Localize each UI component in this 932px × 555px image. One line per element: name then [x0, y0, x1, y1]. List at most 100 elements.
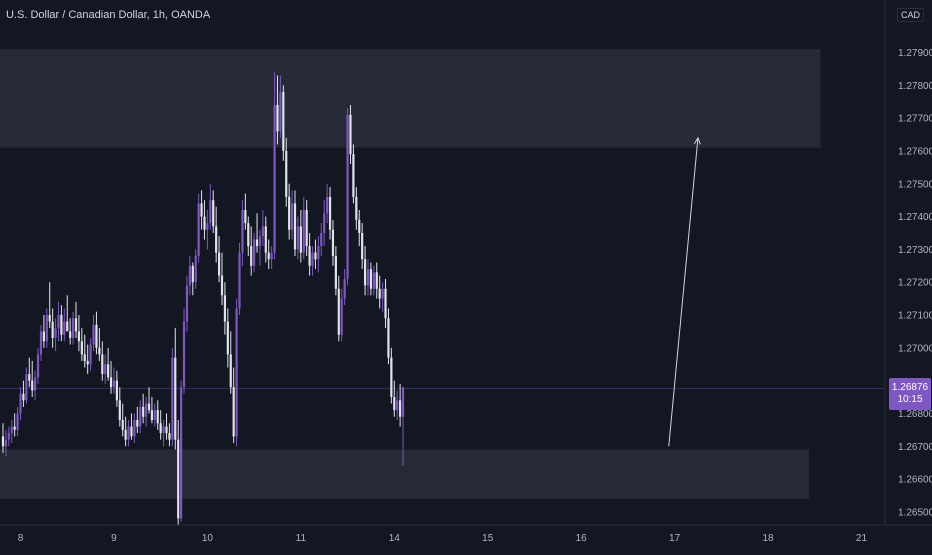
- candle-body: [1, 436, 5, 447]
- candle-body: [323, 213, 326, 233]
- time-tick-label: 14: [389, 533, 401, 544]
- candle-body: [136, 420, 139, 427]
- zones-layer: [0, 49, 821, 499]
- candle-body: [223, 295, 227, 322]
- candle-body: [261, 226, 264, 237]
- candle-body: [276, 105, 279, 132]
- time-axis: 8 9 10 11 14 15 16 17 18 21: [18, 533, 868, 544]
- candle-body: [232, 387, 235, 437]
- price-tick-label: 1.27700: [898, 114, 932, 125]
- price-tick-label: 1.27400: [898, 212, 932, 223]
- candle-body: [112, 380, 116, 388]
- candle-body: [34, 377, 37, 391]
- candle-body: [302, 210, 305, 253]
- price-tick-label: 1.27100: [898, 311, 932, 322]
- candle-body: [144, 403, 148, 417]
- current-price-value: 1.26876: [891, 382, 929, 393]
- candle-body: [118, 400, 121, 420]
- candle-body: [147, 403, 151, 411]
- time-tick-label: 11: [296, 533, 307, 544]
- price-tick-label: 1.26700: [898, 442, 932, 453]
- candle-body: [188, 265, 191, 286]
- zone-rect-1: [0, 449, 809, 499]
- candle-body: [54, 328, 57, 338]
- candle-body: [326, 196, 329, 214]
- candle-body: [80, 341, 83, 355]
- candle-body: [77, 331, 81, 342]
- candle-body: [89, 344, 92, 365]
- candle-body: [340, 298, 343, 335]
- candle-body: [165, 426, 168, 434]
- time-tick-label: 17: [669, 533, 681, 544]
- price-axis: 1.26500 1.26600 1.26700 1.26800 1.27000 1.271…: [898, 48, 932, 518]
- candle-body: [150, 410, 154, 420]
- candle-body: [7, 433, 10, 440]
- candle-body: [337, 288, 340, 335]
- candle-body: [185, 285, 189, 322]
- candle-body: [69, 331, 72, 338]
- candle-body: [133, 420, 136, 437]
- candle-body: [320, 232, 323, 247]
- candle-body: [182, 321, 186, 388]
- candle-body: [264, 226, 267, 253]
- candle-body: [203, 216, 206, 230]
- price-tick-label: 1.27800: [898, 81, 932, 92]
- candle-body: [174, 357, 177, 440]
- candle-body: [308, 246, 311, 266]
- candle-body: [200, 203, 203, 217]
- candle-body: [314, 252, 317, 260]
- candle-body: [39, 331, 43, 355]
- candles-layer: [1, 72, 405, 525]
- candle-body: [206, 223, 209, 230]
- candle-body: [378, 288, 381, 299]
- candle-body: [372, 272, 375, 289]
- price-tick-label: 1.26500: [898, 507, 932, 518]
- candle-body: [369, 269, 373, 289]
- candle-body: [267, 252, 270, 260]
- currency-label[interactable]: CAD: [896, 8, 924, 22]
- candle-body: [317, 246, 320, 260]
- candle-body: [45, 315, 48, 342]
- price-tick-label: 1.27300: [898, 245, 932, 256]
- candle-body: [296, 226, 300, 250]
- candle-body: [334, 255, 337, 289]
- candle-body: [86, 360, 89, 365]
- candle-body: [121, 420, 124, 430]
- candle-body: [299, 226, 302, 253]
- candle-body: [159, 423, 162, 434]
- current-price-badge: 1.26876 10:15: [889, 378, 931, 410]
- candle-body: [226, 321, 229, 355]
- candle-body: [352, 154, 355, 197]
- candle-body: [363, 259, 367, 286]
- candle-body: [366, 269, 370, 286]
- time-tick-label: 18: [762, 533, 774, 544]
- candle-body: [209, 200, 212, 224]
- candle-body: [74, 318, 78, 332]
- chart-title: U.S. Dollar / Canadian Dollar, 1h, OANDA: [6, 9, 211, 21]
- candle-body: [109, 377, 113, 388]
- candle-body: [197, 203, 200, 256]
- candle-body: [212, 200, 215, 227]
- price-tick-label: 1.27000: [898, 343, 932, 354]
- candle-body: [92, 324, 95, 345]
- candle-body: [22, 393, 25, 401]
- candle-body: [390, 357, 393, 398]
- candle-body: [387, 318, 390, 358]
- price-tick-label: 1.27600: [898, 146, 932, 157]
- trend-arrow-head: [693, 136, 701, 145]
- candle-body: [71, 318, 75, 338]
- candle-body: [244, 210, 247, 224]
- candle-body: [255, 239, 259, 247]
- candle-body: [401, 387, 405, 417]
- candle-body: [48, 315, 51, 322]
- candle-body: [285, 150, 288, 197]
- candle-body: [16, 413, 19, 430]
- candle-body: [25, 374, 28, 401]
- candle-body: [130, 426, 133, 437]
- candle-body: [399, 400, 402, 417]
- candle-body: [19, 393, 22, 414]
- candle-body: [139, 406, 142, 427]
- candle-body: [361, 232, 364, 260]
